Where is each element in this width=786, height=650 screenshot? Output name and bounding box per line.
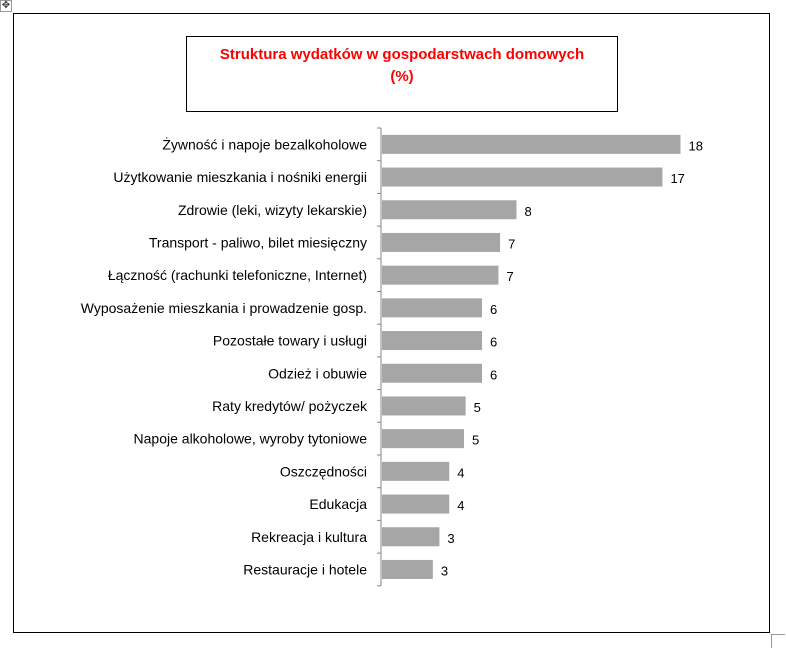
data-label: 3 (447, 531, 454, 546)
bar (382, 363, 483, 383)
category-label: Transport - paliwo, bilet miesięczny (149, 234, 367, 250)
category-label: Restauracje i hotele (243, 561, 367, 577)
chart-frame (13, 13, 770, 633)
category-label: Zdrowie (leki, wizyty lekarskie) (178, 202, 367, 218)
bar (382, 559, 433, 579)
move-arrows-icon[interactable]: ✥ (0, 0, 12, 12)
bar (382, 527, 440, 547)
data-label: 7 (508, 236, 515, 251)
category-label: Użytkowanie mieszkania i nośniki energii (113, 169, 367, 185)
data-label: 7 (506, 269, 513, 284)
data-label: 4 (457, 498, 464, 513)
chart-title-unit: (%) (390, 68, 414, 85)
chart-title: Struktura wydatków w gospodarstwach domo… (219, 46, 585, 63)
bar (382, 265, 499, 285)
bar (382, 232, 501, 252)
bar (382, 494, 450, 514)
resize-corner[interactable] (771, 634, 785, 648)
bar (382, 461, 450, 481)
data-label: 17 (670, 171, 684, 186)
category-label: Oszczędności (280, 463, 367, 479)
category-label: Wyposażenie mieszkania i prowadzenie gos… (81, 300, 367, 316)
bar (382, 396, 466, 416)
data-label: 18 (688, 138, 702, 153)
category-label: Napoje alkoholowe, wyroby tytoniowe (134, 431, 368, 447)
category-label: Odzież i obuwie (268, 365, 367, 381)
data-label: 6 (490, 302, 497, 317)
data-label: 5 (474, 400, 481, 415)
bar (382, 167, 663, 187)
data-label: 5 (472, 433, 479, 448)
bar (382, 331, 483, 351)
bar (382, 298, 483, 318)
category-label: Rekreacja i kultura (251, 529, 367, 545)
data-label: 3 (441, 563, 448, 578)
data-label: 6 (490, 367, 497, 382)
bar (382, 134, 681, 154)
chart-title-box: Struktura wydatków w gospodarstwach domo… (186, 36, 618, 112)
category-label: Edukacja (309, 496, 367, 512)
category-label: Pozostałe towary i usługi (213, 333, 367, 349)
data-label: 4 (457, 465, 464, 480)
category-label: Żywność i napoje bezalkoholowe (162, 135, 367, 152)
data-label: 8 (524, 204, 531, 219)
category-label: Łączność (rachunki telefoniczne, Interne… (108, 267, 367, 283)
bar (382, 429, 464, 449)
bar (382, 200, 517, 220)
category-label: Raty kredytów/ pożyczek (212, 398, 368, 414)
data-label: 6 (490, 335, 497, 350)
